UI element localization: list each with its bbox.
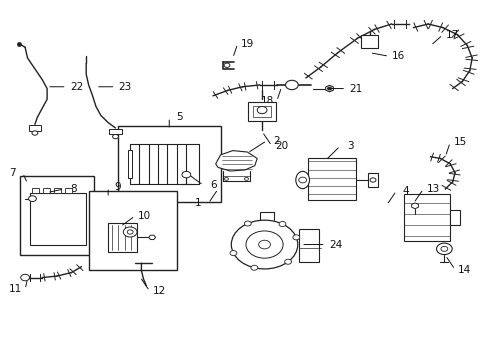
Text: 23: 23 — [119, 82, 132, 92]
Bar — [368, 173, 378, 187]
Text: 16: 16 — [392, 51, 406, 61]
Text: 8: 8 — [71, 184, 77, 194]
Text: 14: 14 — [458, 265, 471, 275]
Circle shape — [246, 231, 283, 258]
Polygon shape — [216, 150, 257, 171]
Text: 4: 4 — [403, 186, 410, 196]
Circle shape — [231, 220, 298, 269]
Bar — [30, 193, 86, 244]
Bar — [118, 126, 220, 202]
Bar — [299, 229, 319, 262]
Bar — [253, 106, 271, 117]
Text: 18: 18 — [260, 96, 273, 106]
Text: 10: 10 — [138, 211, 151, 221]
Circle shape — [123, 227, 137, 237]
Circle shape — [299, 177, 307, 183]
Bar — [248, 102, 276, 121]
Text: 20: 20 — [275, 141, 288, 151]
Circle shape — [127, 230, 133, 234]
Text: 21: 21 — [349, 84, 363, 94]
Text: 5: 5 — [176, 112, 182, 122]
Bar — [361, 36, 378, 48]
Bar — [404, 194, 450, 241]
Circle shape — [245, 221, 251, 226]
Text: 12: 12 — [153, 286, 166, 296]
Bar — [128, 149, 132, 178]
Polygon shape — [149, 235, 156, 239]
Circle shape — [230, 251, 237, 256]
Text: 22: 22 — [70, 82, 83, 92]
Circle shape — [285, 259, 292, 264]
Circle shape — [293, 235, 300, 240]
Polygon shape — [412, 203, 418, 209]
Text: 13: 13 — [426, 184, 440, 194]
Bar — [32, 188, 39, 193]
Bar — [28, 125, 41, 131]
Bar — [20, 176, 94, 255]
Bar — [308, 158, 356, 200]
Circle shape — [32, 131, 38, 135]
Circle shape — [328, 87, 331, 90]
Circle shape — [21, 274, 29, 281]
Bar — [54, 188, 61, 193]
Circle shape — [224, 63, 230, 67]
Circle shape — [182, 171, 191, 178]
Circle shape — [286, 80, 298, 90]
Circle shape — [257, 107, 267, 114]
Text: 19: 19 — [241, 39, 254, 49]
Bar — [450, 211, 460, 225]
Circle shape — [224, 177, 228, 180]
Circle shape — [245, 177, 248, 180]
Text: 2: 2 — [273, 136, 280, 145]
Text: 15: 15 — [453, 138, 466, 147]
Text: 6: 6 — [210, 180, 217, 190]
Text: 24: 24 — [329, 239, 342, 249]
Circle shape — [370, 178, 376, 182]
Circle shape — [28, 196, 36, 202]
Bar — [43, 188, 50, 193]
Circle shape — [279, 221, 286, 226]
Bar — [89, 191, 176, 270]
Bar — [65, 188, 72, 193]
Circle shape — [113, 134, 119, 139]
Text: 3: 3 — [347, 141, 353, 151]
Text: 9: 9 — [115, 182, 121, 192]
Bar — [108, 223, 137, 252]
Circle shape — [437, 243, 452, 255]
Circle shape — [259, 240, 270, 249]
Text: 1: 1 — [196, 198, 202, 208]
Bar — [109, 129, 122, 134]
Polygon shape — [326, 85, 333, 92]
Circle shape — [441, 246, 448, 251]
Text: 17: 17 — [446, 30, 459, 40]
Ellipse shape — [296, 171, 310, 189]
Circle shape — [251, 265, 258, 270]
Text: 11: 11 — [9, 284, 22, 294]
Text: 7: 7 — [10, 168, 16, 178]
